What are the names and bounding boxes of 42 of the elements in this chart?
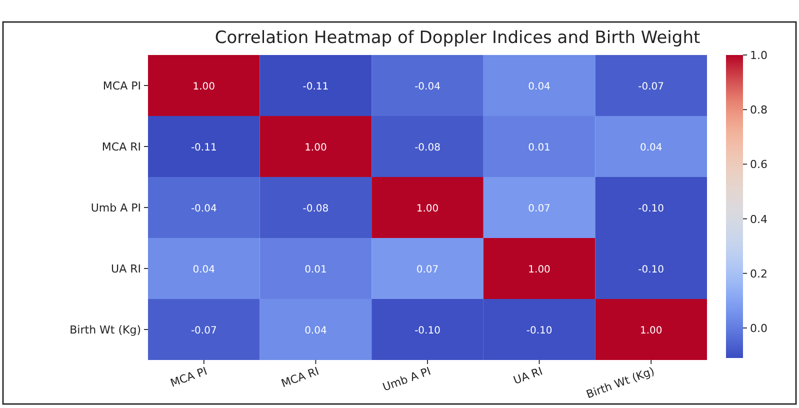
data-label: -0.10 [638, 264, 664, 276]
y-tick-label: MCA RI [102, 140, 141, 154]
y-tick-label: Umb A PI [90, 202, 141, 214]
data-label: 0.07 [528, 204, 550, 214]
data-label: -0.08 [302, 204, 329, 214]
x-tick-label: MCA RI [280, 364, 321, 390]
data-label: -0.10 [414, 326, 440, 336]
color-bar-label: 1.0 [750, 49, 768, 62]
data-label: -0.11 [190, 142, 217, 154]
x-tick-label: Birth Wt (Kg) [584, 364, 656, 402]
data-label: -0.11 [302, 82, 329, 92]
color-bar-label: 0.6 [750, 158, 768, 172]
x-tick-label: MCA PI [168, 364, 209, 390]
data-label: 0.04 [640, 142, 662, 154]
y-tick-label: Birth Wt (Kg) [70, 324, 141, 336]
data-label: -0.04 [190, 204, 217, 214]
data-label: 0.01 [304, 264, 327, 276]
data-label: 1.00 [640, 326, 662, 336]
color-bar-label: 0.4 [750, 212, 768, 226]
data-label: 0.07 [416, 264, 439, 276]
data-label: -0.10 [526, 326, 552, 336]
data-label: -0.08 [414, 142, 440, 154]
data-label: -0.10 [638, 204, 664, 214]
color-bar-label: 0.8 [750, 104, 768, 117]
data-label: 1.00 [528, 264, 550, 276]
data-label: 0.04 [304, 326, 327, 336]
data-label: -0.04 [414, 82, 440, 92]
y-tick-label: UA RI [111, 262, 141, 276]
data-label: 1.00 [304, 142, 327, 154]
data-label: 0.04 [192, 264, 216, 276]
data-label: 0.04 [528, 82, 550, 92]
x-tick-label: UA RI [512, 364, 544, 388]
data-label: 1.00 [192, 82, 216, 92]
data-label: 1.00 [416, 204, 439, 214]
y-tick-label: MCA PI [102, 80, 141, 92]
x-tick-label: Umb A PI [380, 364, 433, 394]
data-label: -0.07 [638, 82, 664, 92]
data-label: 0.01 [528, 142, 550, 154]
chart-title: Correlation Heatmap of Doppler Indices and Birth Weight [214, 28, 700, 48]
data-label: -0.07 [190, 326, 217, 336]
color-bar-label: 0.0 [750, 322, 768, 335]
color-bar-label: 0.2 [750, 267, 768, 280]
